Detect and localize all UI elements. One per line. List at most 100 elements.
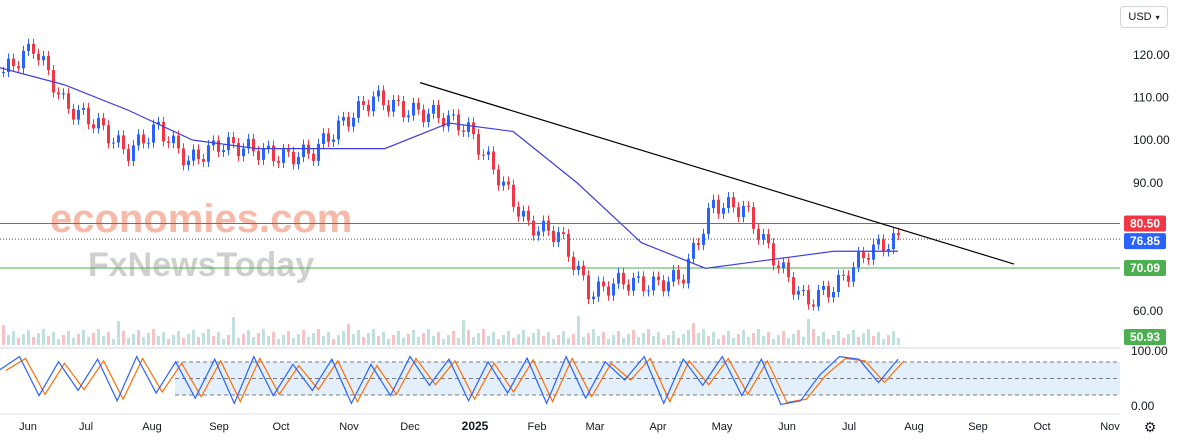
price-candles <box>2 38 900 311</box>
volume-bar <box>577 316 580 345</box>
candle-body <box>707 208 710 234</box>
candle-body <box>107 125 110 144</box>
volume-bar <box>282 335 285 345</box>
candle-body <box>567 234 570 257</box>
candle-body <box>682 279 685 284</box>
candle-body <box>347 116 350 127</box>
volume-bar <box>382 332 385 345</box>
volume-bar <box>852 330 855 345</box>
candle-body <box>537 231 540 236</box>
candle-body <box>312 153 315 161</box>
volume-bar <box>837 331 840 345</box>
candle-body <box>797 291 800 295</box>
volume-bar <box>472 337 475 345</box>
volume-bar <box>807 319 810 345</box>
volume-bar <box>17 338 20 345</box>
volume-bar <box>427 329 430 345</box>
candle-body <box>532 220 535 236</box>
candle-body <box>12 58 15 67</box>
candle-body <box>67 93 70 109</box>
volume-bar <box>387 339 390 345</box>
candle-body <box>227 137 230 151</box>
volume-bar <box>492 332 495 345</box>
candle-body <box>657 276 660 281</box>
candle-body <box>177 135 180 149</box>
support-badge <box>1124 259 1166 276</box>
candle-body <box>22 50 25 69</box>
volume-bar <box>592 329 595 345</box>
candle-body <box>777 265 780 269</box>
volume-bar <box>547 332 550 345</box>
candle-body <box>252 138 255 152</box>
watermark-line1: economies.com <box>50 197 352 241</box>
price-axis-tick: 100.00 <box>1133 133 1170 147</box>
candle-body <box>847 275 850 282</box>
candle-body <box>52 70 55 93</box>
candle-body <box>327 133 330 142</box>
volume-bar <box>642 333 645 345</box>
volume-bar <box>572 334 575 345</box>
candle-body <box>782 262 785 269</box>
volume-bar <box>897 338 900 345</box>
candle-body <box>467 122 470 132</box>
volume-bar <box>602 332 605 345</box>
candle-body <box>87 107 90 125</box>
candle-body <box>612 283 615 296</box>
volume-bar <box>347 324 350 345</box>
volume-bar <box>622 338 625 345</box>
candle-body <box>497 169 500 186</box>
candle-body <box>172 135 175 144</box>
volume-bar <box>432 336 435 345</box>
candle-body <box>647 290 650 292</box>
volume-bar <box>457 338 460 345</box>
time-axis-tick: Oct <box>272 421 289 433</box>
candle-body <box>677 269 680 280</box>
candle-body <box>767 233 770 244</box>
candle-body <box>62 93 65 95</box>
volume-bar <box>127 338 130 345</box>
volume-bar <box>227 335 230 345</box>
volume-bar <box>172 335 175 345</box>
volume-bar <box>607 339 610 345</box>
time-axis-tick: Mar <box>586 421 605 433</box>
time-axis-tick: Jun <box>19 421 37 433</box>
candle-body <box>757 228 760 240</box>
candle-body <box>742 205 745 218</box>
currency-selector-button[interactable]: USD ▾ <box>1120 6 1168 28</box>
candle-body <box>322 133 325 145</box>
volume-bar <box>242 334 245 345</box>
candle-body <box>872 244 875 260</box>
volume-bar <box>482 329 485 345</box>
candle-body <box>522 210 525 217</box>
volume-bar <box>112 339 115 345</box>
volume-bar <box>767 332 770 345</box>
volume-bar <box>257 333 260 345</box>
volume-bar <box>522 330 525 345</box>
volume-bar <box>512 338 515 345</box>
volume-bar <box>102 336 105 345</box>
volume-bar <box>287 331 290 345</box>
volume-bar <box>212 336 215 345</box>
candle-body <box>492 151 495 170</box>
candle-body <box>597 281 600 297</box>
volume-bar <box>862 333 865 345</box>
volume-bar <box>762 336 765 345</box>
volume-bar <box>507 331 510 345</box>
gear-icon[interactable]: ⚙ <box>1143 420 1157 436</box>
volume-bar <box>802 337 805 345</box>
candle-body <box>882 239 885 252</box>
volume-bar <box>632 330 635 345</box>
volume-bar <box>72 338 75 345</box>
volume-bar <box>22 334 25 345</box>
candle-body <box>527 210 530 221</box>
volume-bar <box>422 333 425 345</box>
candle-body <box>812 304 815 307</box>
volume-bar <box>407 334 410 345</box>
support-badge-text: 70.09 <box>1130 261 1160 275</box>
candle-body <box>542 220 545 232</box>
candle-body <box>152 124 155 143</box>
candle-body <box>502 181 505 186</box>
volume-bar <box>842 338 845 345</box>
candle-body <box>547 220 550 231</box>
volume-bar <box>412 330 415 345</box>
